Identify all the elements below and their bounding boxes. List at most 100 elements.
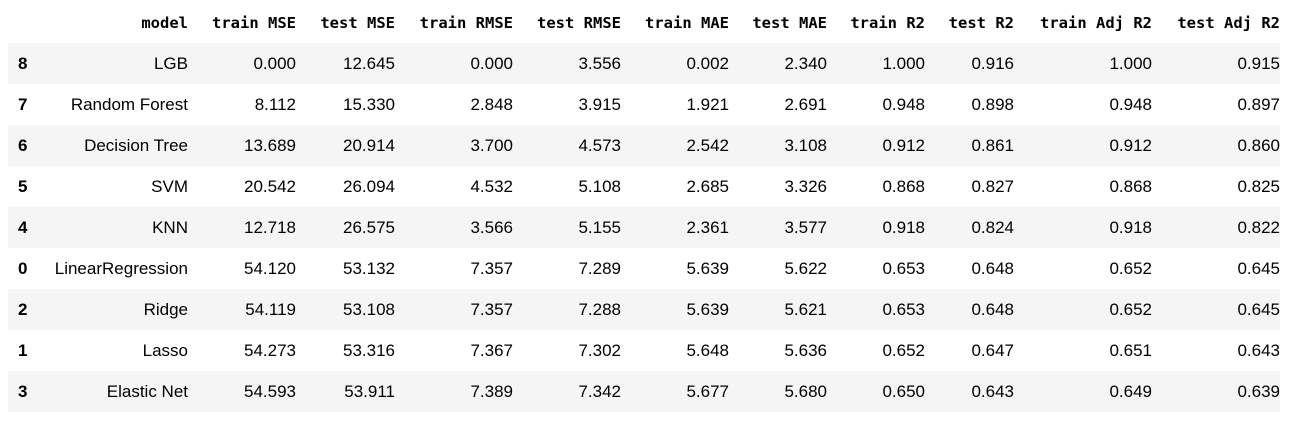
cell-test-adj-r2: 0.645 bbox=[1237, 299, 1280, 319]
row-index: 7 bbox=[18, 94, 28, 114]
cell-train-adj-r2: 0.649 bbox=[1109, 381, 1152, 401]
cell-model: Decision Tree bbox=[84, 135, 188, 155]
cell-train-rmse: 2.848 bbox=[470, 94, 513, 114]
cell-train-mse: 20.542 bbox=[244, 176, 296, 196]
cell-test-mse: 53.911 bbox=[344, 381, 395, 401]
column-header-test-mse: test MSE bbox=[320, 13, 395, 32]
cell-train-mse: 13.689 bbox=[244, 135, 296, 155]
cell-train-rmse: 3.700 bbox=[470, 135, 513, 155]
cell-train-mae: 2.685 bbox=[686, 176, 729, 196]
cell-test-mae: 2.691 bbox=[784, 94, 827, 114]
dataframe-output: model train MSE test MSE train RMSE test… bbox=[8, 2, 1280, 412]
cell-train-adj-r2: 0.918 bbox=[1109, 217, 1152, 237]
table-row: 3 Elastic Net 54.593 53.911 7.389 7.342 5.677 5… bbox=[8, 371, 1280, 412]
column-header-train-r2: train R2 bbox=[850, 13, 925, 32]
cell-train-r2: 0.918 bbox=[882, 217, 925, 237]
cell-model: Elastic Net bbox=[106, 381, 188, 401]
cell-test-mse: 53.132 bbox=[343, 258, 395, 278]
cell-train-mse: 0.000 bbox=[253, 53, 296, 73]
cell-test-adj-r2: 0.860 bbox=[1237, 135, 1280, 155]
cell-test-adj-r2: 0.897 bbox=[1237, 94, 1280, 114]
cell-test-rmse: 7.289 bbox=[578, 258, 621, 278]
cell-train-mae: 5.639 bbox=[686, 299, 729, 319]
table-row: 8 LGB 0.000 12.645 0.000 3.556 0.002 2.340 1.000… bbox=[8, 43, 1280, 84]
table-body: 8 LGB 0.000 12.645 0.000 3.556 0.002 2.340 1.000… bbox=[8, 43, 1280, 412]
results-table: model train MSE test MSE train RMSE test… bbox=[8, 2, 1280, 412]
cell-train-adj-r2: 0.652 bbox=[1109, 299, 1152, 319]
cell-train-mse: 54.120 bbox=[244, 258, 296, 278]
cell-train-mse: 12.718 bbox=[244, 217, 296, 237]
row-index: 3 bbox=[18, 381, 28, 401]
cell-test-mse: 53.108 bbox=[343, 299, 395, 319]
cell-test-mae: 3.108 bbox=[784, 135, 827, 155]
table-row: 7 Random Forest 8.112 15.330 2.848 3.915 1.921… bbox=[8, 84, 1280, 125]
cell-train-rmse: 7.367 bbox=[470, 340, 513, 360]
cell-train-r2: 1.000 bbox=[882, 53, 925, 73]
cell-train-rmse: 0.000 bbox=[470, 53, 513, 73]
cell-test-mae: 5.621 bbox=[784, 299, 827, 319]
table-row: 4 KNN 12.718 26.575 3.566 5.155 2.361 3.577 0.91… bbox=[8, 207, 1280, 248]
cell-test-mae: 3.577 bbox=[784, 217, 827, 237]
row-index: 1 bbox=[18, 340, 28, 360]
cell-test-adj-r2: 0.639 bbox=[1237, 381, 1280, 401]
cell-test-rmse: 3.915 bbox=[578, 94, 621, 114]
column-header-test-mae: test MAE bbox=[752, 13, 827, 32]
cell-train-mae: 5.677 bbox=[686, 381, 729, 401]
cell-train-mse: 54.119 bbox=[245, 299, 296, 319]
table-row: 2 Ridge 54.119 53.108 7.357 7.288 5.639 5.621 0.… bbox=[8, 289, 1280, 330]
cell-model: Lasso bbox=[142, 340, 188, 360]
cell-test-mse: 26.575 bbox=[343, 217, 395, 237]
row-index: 6 bbox=[18, 135, 28, 155]
cell-test-rmse: 7.302 bbox=[578, 340, 621, 360]
cell-test-mae: 3.326 bbox=[784, 176, 827, 196]
cell-train-mse: 8.112 bbox=[254, 94, 296, 114]
cell-test-mae: 5.622 bbox=[784, 258, 827, 278]
cell-train-mae: 5.639 bbox=[686, 258, 729, 278]
cell-test-rmse: 4.573 bbox=[578, 135, 621, 155]
cell-train-adj-r2: 0.652 bbox=[1109, 258, 1152, 278]
cell-test-r2: 0.643 bbox=[971, 381, 1014, 401]
column-header-model: model bbox=[141, 13, 188, 32]
row-index: 5 bbox=[18, 176, 28, 196]
cell-test-rmse: 7.288 bbox=[578, 299, 621, 319]
column-header-train-adj-r2: train Adj R2 bbox=[1040, 13, 1152, 32]
cell-test-mae: 2.340 bbox=[784, 53, 827, 73]
cell-train-r2: 0.653 bbox=[882, 258, 925, 278]
table-row: 1 Lasso 54.273 53.316 7.367 7.302 5.648 5.636 0.… bbox=[8, 330, 1280, 371]
cell-test-rmse: 7.342 bbox=[578, 381, 621, 401]
cell-train-rmse: 7.357 bbox=[470, 299, 513, 319]
column-header-test-adj-r2: test Adj R2 bbox=[1177, 13, 1280, 32]
cell-train-r2: 0.652 bbox=[882, 340, 925, 360]
cell-test-r2: 0.647 bbox=[971, 340, 1014, 360]
cell-test-mse: 12.645 bbox=[343, 53, 395, 73]
cell-train-adj-r2: 0.868 bbox=[1109, 176, 1152, 196]
row-index: 4 bbox=[18, 217, 28, 237]
cell-model: SVM bbox=[151, 176, 188, 196]
cell-test-adj-r2: 0.822 bbox=[1237, 217, 1280, 237]
cell-model: KNN bbox=[152, 217, 188, 237]
cell-train-mse: 54.593 bbox=[244, 381, 296, 401]
cell-test-r2: 0.898 bbox=[971, 94, 1014, 114]
cell-train-rmse: 7.389 bbox=[470, 381, 513, 401]
cell-train-r2: 0.912 bbox=[882, 135, 925, 155]
cell-test-mse: 15.330 bbox=[343, 94, 395, 114]
table-row: 0 LinearRegression 54.120 53.132 7.357 7.289 5… bbox=[8, 248, 1280, 289]
cell-model: Ridge bbox=[143, 299, 188, 319]
table-row: 6 Decision Tree 13.689 20.914 3.700 4.573 2.54… bbox=[8, 125, 1280, 166]
row-index: 0 bbox=[18, 258, 28, 278]
cell-model: LinearRegression bbox=[54, 258, 188, 278]
cell-train-adj-r2: 1.000 bbox=[1109, 53, 1152, 73]
cell-test-adj-r2: 0.915 bbox=[1237, 53, 1280, 73]
cell-test-r2: 0.861 bbox=[971, 135, 1014, 155]
cell-train-mae: 0.002 bbox=[686, 53, 729, 73]
cell-train-adj-r2: 0.912 bbox=[1109, 135, 1152, 155]
column-header-test-rmse: test RMSE bbox=[537, 13, 621, 32]
cell-test-adj-r2: 0.645 bbox=[1237, 258, 1280, 278]
cell-train-mae: 2.361 bbox=[686, 217, 729, 237]
cell-train-rmse: 3.566 bbox=[470, 217, 513, 237]
column-header-train-mae: train MAE bbox=[645, 13, 729, 32]
cell-train-mse: 54.273 bbox=[244, 340, 296, 360]
cell-train-r2: 0.948 bbox=[882, 94, 925, 114]
cell-train-rmse: 4.532 bbox=[470, 176, 513, 196]
cell-train-mae: 5.648 bbox=[686, 340, 729, 360]
